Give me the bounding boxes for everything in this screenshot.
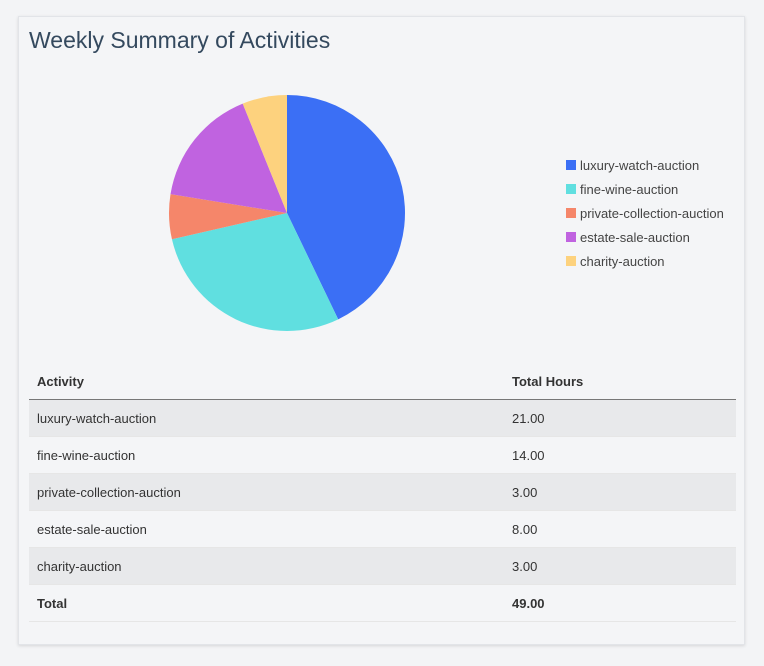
legend-label[interactable]: luxury-watch-auction	[580, 158, 699, 173]
legend-label[interactable]: fine-wine-auction	[580, 182, 678, 197]
activity-cell: fine-wine-auction	[29, 436, 504, 474]
page-title: Weekly Summary of Activities	[29, 27, 331, 53]
legend-label[interactable]: private-collection-auction	[580, 206, 724, 221]
activity-cell: charity-auction	[29, 547, 504, 585]
table-row: charity-auction 3.00	[29, 547, 736, 585]
table-row: luxury-watch-auction 21.00	[29, 399, 736, 437]
legend-label[interactable]: charity-auction	[580, 254, 665, 269]
legend-swatch[interactable]	[566, 256, 576, 266]
hours-cell: 3.00	[504, 547, 736, 585]
hours-cell: 21.00	[504, 399, 736, 437]
hours-cell: 8.00	[504, 510, 736, 548]
pie-slice-fine-wine-auction[interactable]	[171, 213, 339, 332]
pie-slice-estate-sale-auction[interactable]	[170, 103, 287, 213]
activity-cell: estate-sale-auction	[29, 510, 504, 548]
total-row: Total 49.00	[29, 584, 736, 622]
pie-slice-private-collection-auction[interactable]	[168, 194, 287, 240]
legend-label[interactable]: estate-sale-auction	[580, 230, 690, 245]
hours-cell: 14.00	[504, 436, 736, 474]
header-total-hours: Total Hours	[504, 363, 736, 400]
table-header-row: Activity Total Hours	[29, 363, 736, 400]
summary-table: Activity Total Hours luxury-watch-auctio…	[29, 363, 736, 622]
total-label: Total	[29, 584, 504, 622]
pie-slice-luxury-watch-auction[interactable]	[287, 95, 406, 320]
table-row: estate-sale-auction 8.00	[29, 510, 736, 548]
table-row: fine-wine-auction 14.00	[29, 436, 736, 474]
activity-cell: luxury-watch-auction	[29, 399, 504, 437]
table-row: private-collection-auction 3.00	[29, 473, 736, 511]
legend-swatch[interactable]	[566, 160, 576, 170]
legend-swatch[interactable]	[566, 208, 576, 218]
total-value: 49.00	[504, 584, 736, 622]
summary-card: Weekly Summary of Activities Activity To…	[18, 16, 745, 645]
legend-swatch[interactable]	[566, 232, 576, 242]
pie-slice-charity-auction[interactable]	[242, 95, 287, 213]
legend-swatch[interactable]	[566, 184, 576, 194]
activity-cell: private-collection-auction	[29, 473, 504, 511]
header-activity: Activity	[29, 363, 504, 400]
hours-cell: 3.00	[504, 473, 736, 511]
